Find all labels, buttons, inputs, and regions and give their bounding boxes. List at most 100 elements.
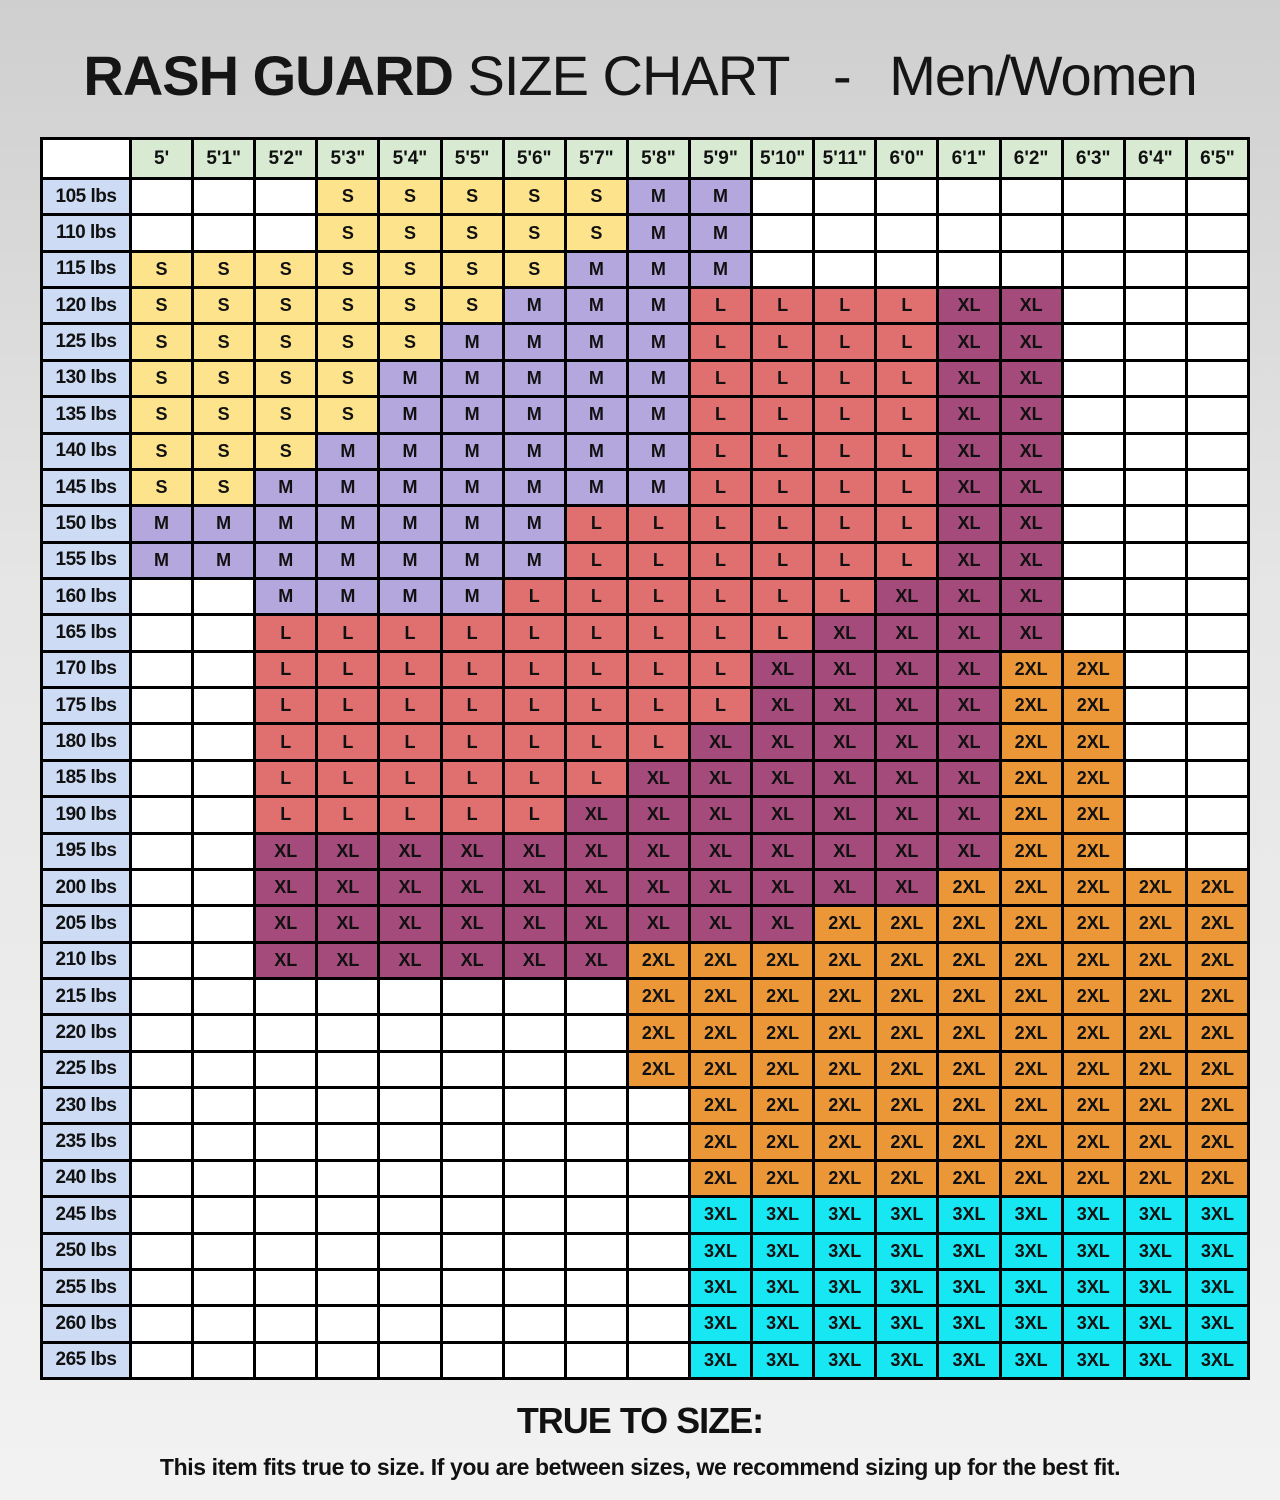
size-cell-2xl: 2XL	[753, 1161, 813, 1196]
size-cell-m: M	[566, 252, 626, 287]
weight-label: 140 lbs	[43, 434, 129, 468]
size-cell-s: S	[380, 252, 440, 287]
size-cell-2xl: 2XL	[628, 1016, 688, 1050]
size-cell-3xl: 3XL	[753, 1270, 813, 1305]
size-cell-empty	[1187, 507, 1247, 541]
size-cell-2xl: 2XL	[1001, 834, 1061, 868]
size-cell-xl: XL	[877, 761, 937, 796]
size-cell-2xl: 2XL	[1063, 798, 1123, 832]
size-cell-empty	[1187, 180, 1247, 214]
size-cell-s: S	[194, 434, 254, 468]
size-cell-empty	[256, 979, 316, 1014]
size-cell-m: M	[628, 361, 688, 396]
size-cell-empty	[318, 1198, 378, 1232]
height-header: 6'2"	[1001, 140, 1061, 177]
size-cell-empty	[380, 1198, 440, 1232]
size-cell-3xl: 3XL	[1187, 1234, 1247, 1268]
size-cell-empty	[318, 1161, 378, 1196]
size-cell-m: M	[442, 579, 502, 614]
size-cell-2xl: 2XL	[690, 943, 751, 977]
height-header: 5'9"	[690, 140, 751, 177]
size-cell-m: M	[566, 325, 626, 359]
size-cell-2xl: 2XL	[1001, 1016, 1061, 1050]
size-cell-empty	[318, 979, 378, 1014]
size-cell-s: S	[380, 325, 440, 359]
size-cell-m: M	[504, 470, 564, 505]
size-cell-2xl: 2XL	[1001, 943, 1061, 977]
size-cell-empty	[877, 180, 937, 214]
size-cell-l: L	[628, 543, 688, 577]
size-cell-empty	[1063, 434, 1123, 468]
weight-label: 205 lbs	[43, 907, 129, 941]
size-cell-xl: XL	[877, 652, 937, 687]
size-cell-empty	[194, 725, 254, 759]
size-cell-empty	[939, 252, 999, 287]
size-cell-m: M	[256, 507, 316, 541]
size-cell-3xl: 3XL	[815, 1198, 875, 1232]
size-cell-empty	[1187, 798, 1247, 832]
size-cell-empty	[628, 1089, 688, 1123]
size-cell-l: L	[566, 543, 626, 577]
height-header: 5'4"	[380, 140, 440, 177]
size-cell-2xl: 2XL	[815, 907, 875, 941]
size-cell-xl: XL	[815, 798, 875, 832]
weight-label: 185 lbs	[43, 761, 129, 796]
size-cell-m: M	[442, 543, 502, 577]
size-cell-xl: XL	[877, 579, 937, 614]
size-cell-l: L	[690, 434, 751, 468]
size-cell-l: L	[566, 761, 626, 796]
size-cell-empty	[1187, 689, 1247, 723]
size-cell-empty	[194, 979, 254, 1014]
size-cell-xl: XL	[504, 834, 564, 868]
size-cell-s: S	[256, 434, 316, 468]
size-cell-l: L	[877, 470, 937, 505]
size-cell-empty	[256, 1089, 316, 1123]
weight-label: 175 lbs	[43, 689, 129, 723]
size-cell-2xl: 2XL	[1063, 761, 1123, 796]
size-cell-empty	[815, 216, 875, 250]
size-cell-3xl: 3XL	[1001, 1307, 1061, 1341]
size-cell-xl: XL	[939, 761, 999, 796]
size-cell-l: L	[690, 689, 751, 723]
size-cell-l: L	[566, 579, 626, 614]
size-cell-2xl: 2XL	[1063, 1052, 1123, 1087]
size-cell-2xl: 2XL	[753, 1016, 813, 1050]
size-cell-2xl: 2XL	[1187, 943, 1247, 977]
size-cell-empty	[318, 1307, 378, 1341]
size-cell-m: M	[566, 289, 626, 323]
size-cell-xl: XL	[1001, 507, 1061, 541]
weight-label: 250 lbs	[43, 1234, 129, 1268]
size-cell-empty	[132, 579, 192, 614]
height-header: 5'5"	[442, 140, 502, 177]
size-cell-2xl: 2XL	[753, 1052, 813, 1087]
size-cell-3xl: 3XL	[1187, 1343, 1247, 1377]
size-cell-2xl: 2XL	[815, 979, 875, 1014]
size-cell-3xl: 3XL	[877, 1198, 937, 1232]
size-cell-2xl: 2XL	[690, 1161, 751, 1196]
size-cell-xl: XL	[628, 834, 688, 868]
size-cell-empty	[132, 798, 192, 832]
size-cell-empty	[194, 907, 254, 941]
size-cell-empty	[566, 1161, 626, 1196]
size-cell-empty	[504, 1125, 564, 1159]
weight-label: 125 lbs	[43, 325, 129, 359]
size-cell-s: S	[318, 180, 378, 214]
size-cell-empty	[442, 1125, 502, 1159]
size-cell-xl: XL	[318, 870, 378, 905]
size-cell-empty	[132, 761, 192, 796]
size-cell-3xl: 3XL	[690, 1343, 751, 1377]
size-cell-empty	[132, 1198, 192, 1232]
size-cell-m: M	[256, 470, 316, 505]
size-cell-xl: XL	[877, 616, 937, 650]
weight-label: 215 lbs	[43, 979, 129, 1014]
size-cell-xl: XL	[939, 652, 999, 687]
size-cell-xl: XL	[628, 907, 688, 941]
size-cell-empty	[1187, 579, 1247, 614]
size-cell-l: L	[504, 725, 564, 759]
size-cell-empty	[939, 180, 999, 214]
size-cell-m: M	[504, 543, 564, 577]
size-cell-3xl: 3XL	[939, 1198, 999, 1232]
size-cell-empty	[566, 1198, 626, 1232]
size-cell-empty	[1187, 252, 1247, 287]
size-cell-s: S	[194, 289, 254, 323]
